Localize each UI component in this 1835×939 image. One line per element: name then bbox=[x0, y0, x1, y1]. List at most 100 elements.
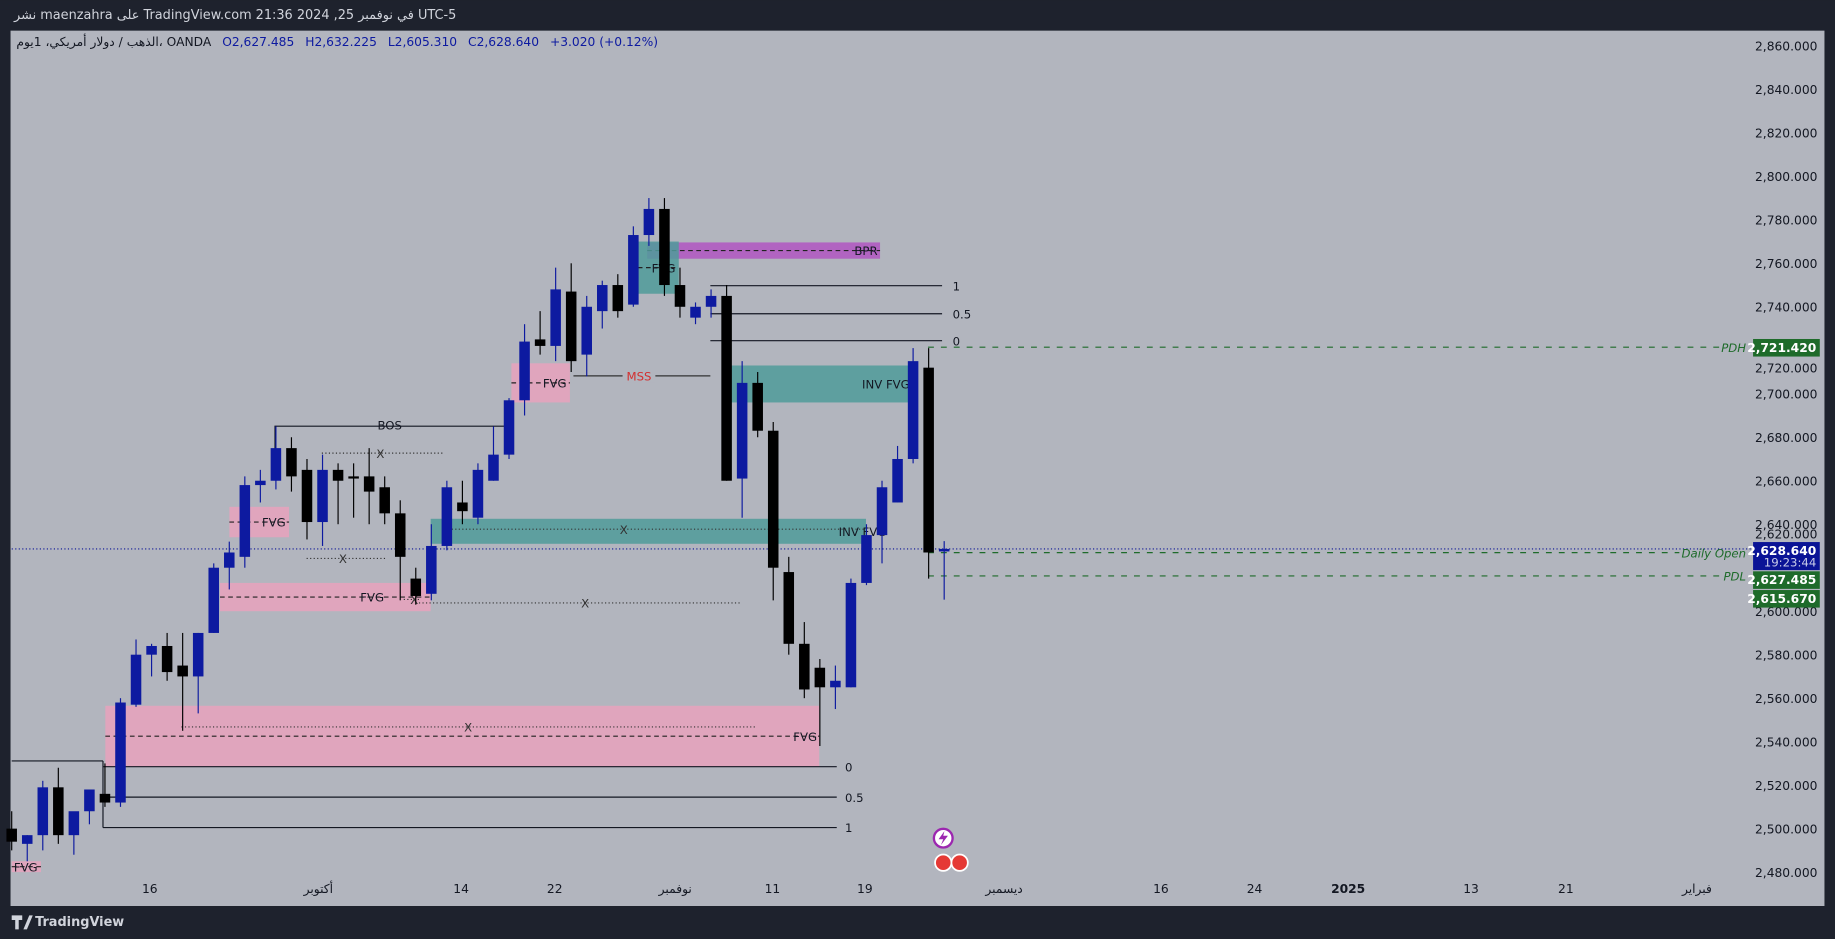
bullish-candle bbox=[255, 480, 266, 486]
bullish-candle bbox=[192, 632, 204, 677]
price-tick-label: 2,780.000 bbox=[1755, 213, 1817, 227]
bullish-candle bbox=[550, 289, 561, 346]
sweep-x-mark: X bbox=[410, 593, 418, 607]
bearish-candle bbox=[565, 291, 577, 362]
bullish-candle bbox=[705, 295, 717, 307]
price-tick-label: 2,700.000 bbox=[1755, 387, 1817, 401]
bearish-candle bbox=[783, 572, 795, 644]
bullish-candle bbox=[208, 567, 220, 633]
bearish-candle bbox=[286, 448, 297, 477]
time-tick-label: 22 bbox=[547, 882, 563, 896]
price-tick-label: 2,680.000 bbox=[1755, 431, 1817, 445]
bearish-candle bbox=[363, 476, 375, 492]
bullish-candle bbox=[84, 789, 95, 812]
bearish-candle bbox=[332, 469, 344, 481]
time-tick-label: فبراير bbox=[1681, 882, 1712, 897]
bearish-candle bbox=[659, 208, 670, 286]
zone-label: FVG bbox=[262, 516, 286, 530]
zone-label: INV FVG bbox=[862, 378, 910, 392]
bullish-candle bbox=[270, 448, 282, 481]
event-icons[interactable] bbox=[932, 827, 969, 872]
sweep-x-mark: X bbox=[581, 597, 589, 611]
price-tick-label: 2,600.000 bbox=[1755, 605, 1817, 619]
bearish-candle bbox=[301, 469, 313, 523]
bullish-candle bbox=[643, 208, 655, 236]
publish-header: نشر maenzahra على TradingView.com 21:36 … bbox=[13, 8, 456, 23]
time-tick-label: 19 bbox=[857, 882, 873, 896]
pdl-label: PDL bbox=[1723, 570, 1746, 584]
bearish-candle bbox=[53, 787, 64, 836]
bullish-candle bbox=[472, 469, 484, 518]
price-tick-label: 2,800.000 bbox=[1755, 170, 1817, 184]
bearish-candle bbox=[721, 295, 732, 481]
bullish-candle bbox=[68, 811, 80, 836]
sweep-x-mark: X bbox=[339, 552, 347, 566]
price-tick-label: 2,480.000 bbox=[1755, 866, 1817, 880]
bullish-candle bbox=[581, 306, 592, 355]
price-tag: 2,615.670 bbox=[1747, 592, 1816, 606]
sweep-x-mark: X bbox=[620, 523, 628, 537]
time-tick-label: 21 bbox=[1558, 882, 1574, 896]
time-tick-label: 11 bbox=[765, 882, 781, 896]
bearish-candle bbox=[410, 578, 422, 596]
time-tick-label: 13 bbox=[1463, 882, 1479, 896]
price-tick-label: 2,840.000 bbox=[1755, 83, 1817, 97]
bullish-candle bbox=[317, 469, 328, 523]
fib-level-label: 0.5 bbox=[953, 307, 972, 321]
bearish-candle bbox=[348, 476, 359, 479]
bullish-candle bbox=[239, 485, 251, 557]
price-tag: 2,628.640 bbox=[1747, 544, 1816, 558]
chart-pane[interactable] bbox=[10, 30, 1825, 907]
price-tag: 2,627.485 bbox=[1747, 573, 1816, 587]
bearish-candle bbox=[799, 643, 810, 690]
mss-label-bg bbox=[622, 367, 656, 383]
change-value: +3.020 (+0.12%) bbox=[550, 35, 658, 49]
high-value: H2,632.225 bbox=[305, 35, 377, 49]
bearish-candle bbox=[752, 382, 763, 431]
bullish-candle bbox=[597, 285, 608, 312]
price-tick-label: 2,580.000 bbox=[1755, 648, 1817, 662]
bullish-candle bbox=[845, 582, 857, 688]
price-tick-label: 2,520.000 bbox=[1755, 779, 1817, 793]
bearish-candle bbox=[457, 502, 468, 512]
fib-level-label: 1 bbox=[953, 279, 960, 293]
price-tag-bg bbox=[1753, 542, 1820, 571]
bullish-candle bbox=[441, 487, 453, 546]
low-value: L2,605.310 bbox=[388, 35, 457, 49]
zone-label: FVG bbox=[793, 730, 817, 744]
bearish-candle bbox=[177, 665, 188, 677]
candles bbox=[6, 198, 950, 862]
svg-text:الذهب / دولار أمريكي، 1يوم، OA: الذهب / دولار أمريكي، 1يوم، OANDA O2,627… bbox=[16, 34, 658, 50]
fib-level-label: 0 bbox=[953, 334, 960, 348]
time-tick-label: 16 bbox=[1153, 882, 1169, 896]
time-tick-label: 24 bbox=[1247, 882, 1263, 896]
us-flag-event-icon[interactable] bbox=[950, 853, 969, 872]
tradingview-logo[interactable]: TradingView bbox=[11, 915, 125, 930]
symbol-name[interactable]: الذهب / دولار أمريكي، 1يوم، OANDA bbox=[16, 34, 212, 50]
bullish-candle bbox=[37, 787, 49, 836]
bullish-candle bbox=[21, 835, 33, 844]
price-tag-bg bbox=[1753, 571, 1820, 589]
zone-teal bbox=[430, 518, 867, 544]
bearish-candle bbox=[6, 828, 17, 842]
price-tick-label: 2,740.000 bbox=[1755, 300, 1817, 314]
bullish-candle bbox=[488, 454, 499, 481]
us-flag-event-icon[interactable] bbox=[934, 853, 953, 872]
price-tick-label: 2,640.000 bbox=[1755, 518, 1817, 532]
bearish-candle bbox=[379, 487, 390, 514]
zone-pink bbox=[220, 582, 431, 612]
bullish-candle bbox=[892, 458, 903, 503]
bos-label: BOS bbox=[377, 419, 401, 433]
bullish-candle bbox=[907, 361, 919, 459]
price-tick-label: 2,560.000 bbox=[1755, 692, 1817, 706]
bullish-candle bbox=[830, 680, 841, 688]
bullish-candle bbox=[130, 654, 142, 705]
zone-label: FVG bbox=[14, 860, 38, 874]
sweep-x-mark: X bbox=[464, 721, 472, 735]
price-tick-label: 2,620.000 bbox=[1755, 527, 1817, 541]
time-tick-label: 14 bbox=[453, 882, 469, 896]
legend: الذهب / دولار أمريكي، 1يوم، OANDA O2,627… bbox=[16, 34, 658, 50]
price-tick-label: 2,660.000 bbox=[1755, 474, 1817, 488]
time-tick-label: نوفمبر bbox=[658, 882, 692, 897]
time-tick-label: 2025 bbox=[1331, 882, 1365, 896]
